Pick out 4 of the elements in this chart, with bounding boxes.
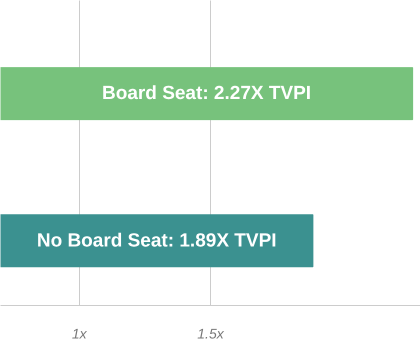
data-label: Board Seat: 2.27X TVPI [102, 83, 312, 104]
data-label: No Board Seat: 1.89X TVPI [36, 230, 277, 252]
x-tick-label: 1x [72, 326, 88, 342]
x-tick-label: 1.5x [197, 326, 225, 342]
